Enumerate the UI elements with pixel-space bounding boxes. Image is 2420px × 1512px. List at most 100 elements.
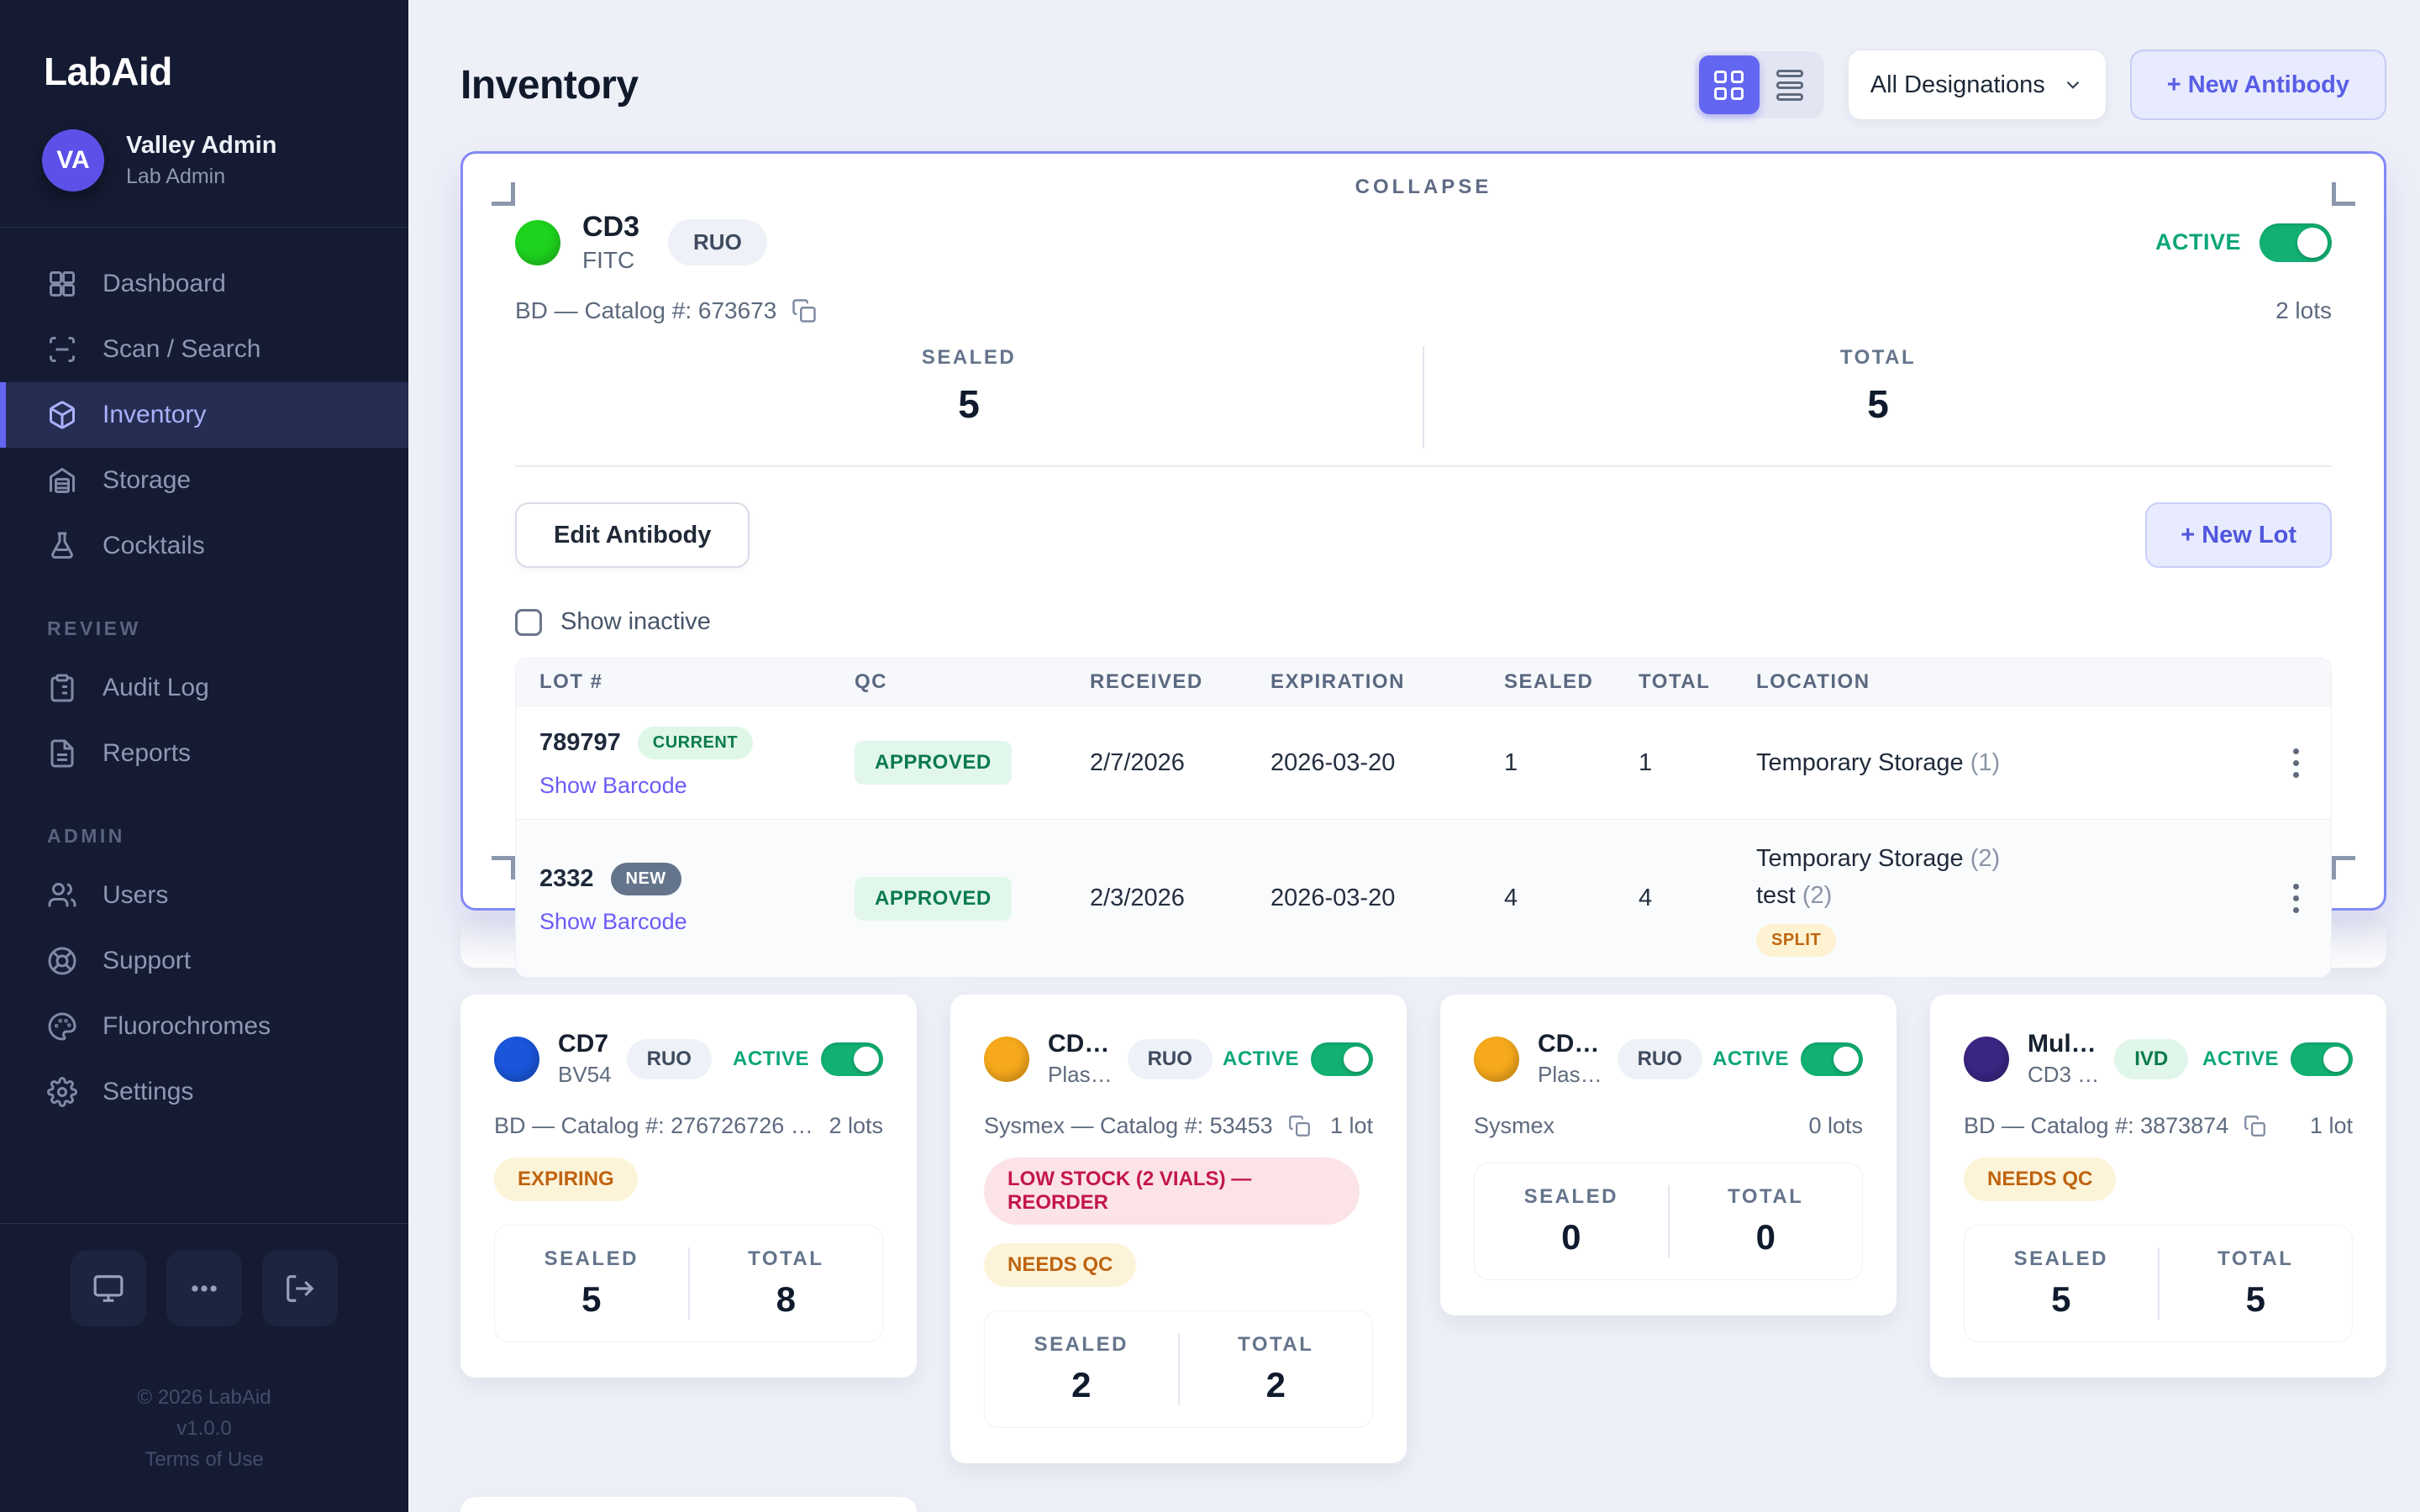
antibody-card-cd-plas-empty[interactable]: CD… Plas… RUO ACTIVE Sysmex 0 lots SEALE… [1440,995,1897,1315]
show-barcode-link[interactable]: Show Barcode [539,908,687,934]
sidebar-item-dashboard[interactable]: Dashboard [0,251,408,317]
active-toggle[interactable] [2291,1042,2353,1076]
antibody-card-multicolor-2[interactable]: Mul… CD3 … IVD ACTIVE [460,1497,917,1512]
designations-filter-value: All Designations [1870,71,2045,98]
show-barcode-link[interactable]: Show Barcode [539,773,687,798]
stats-divider [1667,1185,1670,1257]
copy-icon [2244,1116,2266,1137]
expiring-badge: EXPIRING [494,1158,638,1201]
app-logo: LabAid [44,50,172,93]
row-actions-menu[interactable] [2285,740,2307,786]
lot-status-badge: NEW [610,862,681,895]
list-view-button[interactable] [1760,55,1820,114]
sidebar-item-fluorochromes[interactable]: Fluorochromes [0,994,408,1059]
active-label: ACTIVE [1712,1047,1789,1070]
total-label: TOTAL [748,1247,824,1270]
antibody-name: CD… [1048,1030,1110,1058]
row-actions-menu[interactable] [2285,875,2307,921]
vendor-catalog: Sysmex — Catalog #: 53453 [984,1113,1273,1138]
designation-badge: RUO [626,1038,712,1079]
clipboard-icon [50,674,74,702]
sealed-value: 5 [581,1279,602,1319]
chevron-down-icon [2066,81,2080,89]
more-options-button[interactable] [166,1251,242,1326]
total-value: 0 [1755,1217,1776,1257]
antibody-card-cd-plas-lowstock[interactable]: CD… Plas… RUO ACTIVE Sysmex — Catalog #:… [950,995,1407,1463]
antibody-name: CD7 [558,1030,609,1058]
designations-filter-select[interactable]: All Designations [1847,50,2107,120]
collapse-button[interactable]: COLLAPSE [1355,176,1492,198]
sidebar-item-settings[interactable]: Settings [0,1059,408,1125]
display-mode-button[interactable] [71,1251,146,1326]
new-antibody-button[interactable]: + New Antibody [2129,50,2386,120]
copy-catalog-button[interactable] [1288,1115,1311,1137]
sidebar-item-label: Reports [103,739,192,767]
expiration-date: 2026-03-20 [1270,885,1396,911]
total-label: TOTAL [1238,1333,1314,1356]
sealed-label: SEALED [1523,1185,1618,1208]
show-inactive-label: Show inactive [560,608,711,635]
copyright-text: © 2026 LabAid [137,1386,271,1409]
sidebar-item-label: Users [103,881,169,909]
sidebar-item-support[interactable]: Support [0,928,408,994]
antibody-card-grid-row-2: Mul… CD3 … IVD ACTIVE [460,1497,2386,1512]
fluorochrome-dot [984,1036,1029,1082]
edit-antibody-button[interactable]: Edit Antibody [515,502,750,568]
location-name: test [1756,882,1796,909]
qc-status-badge: APPROVED [855,876,1012,921]
user-name: Valley Admin [126,132,277,159]
sidebar-item-audit-log[interactable]: Audit Log [0,655,408,721]
antibody-fluor: FITC [582,247,635,273]
location-name: Temporary Storage [1756,749,1964,776]
logout-button[interactable] [262,1251,338,1326]
scan-icon [50,337,75,362]
antibody-card-cd7[interactable]: CD7 BV54 RUO ACTIVE BD — Catalog #: 2767… [460,995,917,1378]
total-label: TOTAL [1728,1185,1804,1208]
antibody-card-multicolor[interactable]: Mul… CD3 … IVD ACTIVE BD — Catalog #: 38… [1930,995,2386,1378]
page-header: Inventory All Designations + New Antibod… [460,47,2386,123]
sealed-value: 2 [1071,1365,1092,1404]
lots-table: LOT # QC RECEIVED EXPIRATION SEALED TOTA… [515,658,2332,978]
stats-divider [2157,1247,2160,1320]
terms-link[interactable]: Terms of Use [145,1448,264,1471]
palette-icon [48,1012,76,1041]
sidebar-item-scan-search[interactable]: Scan / Search [0,317,408,382]
sealed-value: 5 [958,382,980,426]
active-toggle[interactable] [821,1042,883,1076]
sidebar-item-storage[interactable]: Storage [0,448,408,513]
sidebar-item-reports[interactable]: Reports [0,721,408,786]
total-label: TOTAL [1839,346,1917,369]
sidebar-divider [0,227,408,228]
sidebar-item-inventory[interactable]: Inventory [0,382,408,448]
sidebar-item-users[interactable]: Users [0,863,408,928]
copy-catalog-button[interactable] [2244,1115,2266,1137]
sidebar-item-cocktails[interactable]: Cocktails [0,513,408,579]
user-profile[interactable]: VA Valley Admin Lab Admin [42,129,408,192]
copy-icon [1288,1116,1310,1137]
table-row: 789797 CURRENT Show Barcode APPROVED 2/7… [516,706,2331,819]
new-lot-button[interactable]: + New Lot [2145,502,2332,568]
needs-qc-badge: NEEDS QC [1964,1158,2117,1201]
sidebar-item-label: Support [103,947,192,974]
needs-qc-badge: NEEDS QC [984,1243,1137,1287]
file-text-icon [50,739,74,768]
lots-count: 2 lots [2275,297,2332,323]
sealed-count: 4 [1504,885,1518,911]
view-toggle [1694,51,1824,118]
show-inactive-checkbox[interactable] [515,608,542,636]
active-toggle[interactable] [2260,223,2332,262]
lifebuoy-icon [48,947,76,975]
copy-catalog-button[interactable] [792,298,817,323]
active-toggle[interactable] [1311,1042,1373,1076]
sealed-count: 1 [1504,748,1518,776]
antibody-name: CD3 [582,211,640,243]
sealed-label: SEALED [2013,1247,2108,1270]
active-toggle[interactable] [1801,1042,1863,1076]
active-label: ACTIVE [732,1047,809,1070]
total-value: 5 [1867,382,1889,426]
page-title: Inventory [460,62,639,108]
fluorochrome-dot [515,219,560,265]
grid-view-button[interactable] [1698,55,1760,114]
total-count: 1 [1639,748,1653,776]
